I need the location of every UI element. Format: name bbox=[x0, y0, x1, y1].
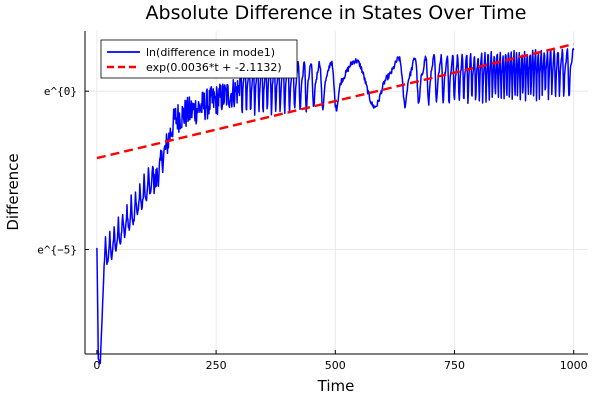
legend-box bbox=[100, 39, 298, 79]
y-axis-label: Difference bbox=[4, 153, 22, 230]
series-line-fit bbox=[96, 42, 574, 160]
y-tick-label: e^{−5} bbox=[37, 244, 77, 257]
x-tick-label: 250 bbox=[206, 359, 227, 372]
y-tick-label: e^{0} bbox=[44, 85, 77, 98]
x-axis-label: Time bbox=[317, 377, 355, 395]
x-tick-label: 500 bbox=[325, 359, 346, 372]
series-line-diff bbox=[96, 47, 575, 365]
series-layer bbox=[96, 42, 575, 365]
x-ticks: 0 250 500 750 1000 bbox=[93, 350, 588, 372]
legend-label-diff: ln(difference in mode1) bbox=[146, 46, 275, 59]
legend-label-fit: exp(0.0036*t + -2.1132) bbox=[146, 61, 282, 74]
x-tick-label: 1000 bbox=[560, 359, 588, 372]
x-tick-label: 750 bbox=[444, 359, 465, 372]
plot-frame bbox=[84, 31, 588, 355]
x-tick-label: 0 bbox=[93, 359, 100, 372]
y-ticks: e^{0} e^{−5} bbox=[37, 85, 89, 257]
legend: ln(difference in mode1) exp(0.0036*t + -… bbox=[100, 39, 298, 79]
chart-title: Absolute Difference in States Over Time bbox=[146, 2, 527, 24]
